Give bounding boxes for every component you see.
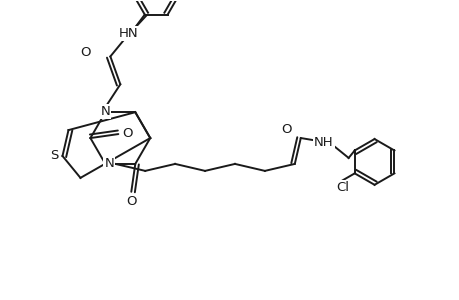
Text: Cl: Cl [336,181,348,194]
Text: O: O [80,46,90,59]
Text: N: N [100,105,110,118]
Text: O: O [126,195,136,208]
Text: N: N [104,158,114,170]
Text: O: O [122,127,132,140]
Text: S: S [50,149,59,163]
Text: O: O [281,123,291,136]
Text: HN: HN [118,27,138,40]
Text: NH: NH [313,136,333,148]
